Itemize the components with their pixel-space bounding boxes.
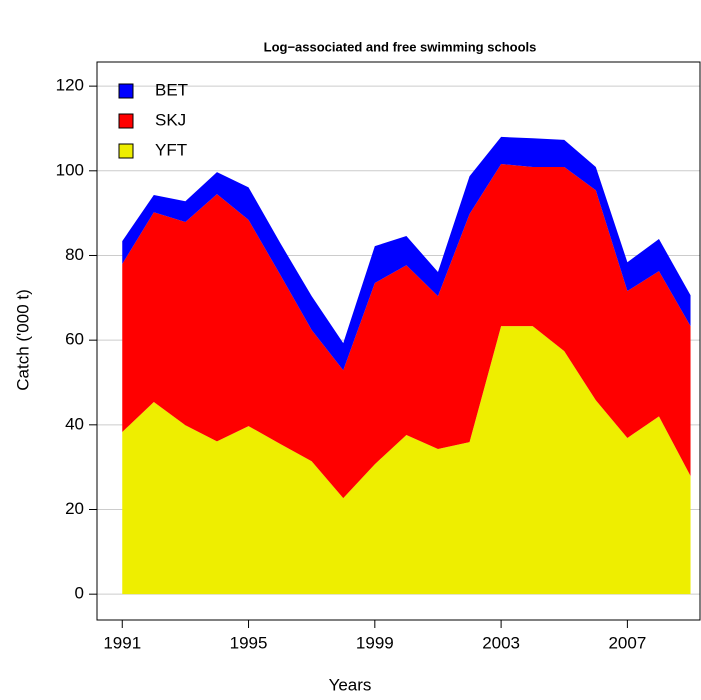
legend-swatch [118, 143, 134, 159]
legend-swatch [118, 113, 134, 129]
y-tick-label: 0 [75, 584, 84, 603]
x-tick-label: 2007 [608, 633, 646, 652]
y-tick-label: 100 [56, 160, 84, 179]
y-tick-label: 20 [65, 499, 84, 518]
x-tick-label: 1991 [103, 633, 141, 652]
legend-label: YFT [155, 140, 187, 159]
y-tick-label: 40 [65, 414, 84, 433]
legend-swatch [118, 83, 134, 99]
y-tick-label: 120 [56, 76, 84, 95]
area [122, 136, 691, 371]
x-tick-label: 2003 [482, 633, 520, 652]
y-tick-label: 80 [65, 245, 84, 264]
x-axis-label: Years [329, 675, 372, 694]
legend-label: SKJ [155, 110, 186, 129]
plot-frame [96, 61, 701, 621]
x-tick-label: 1995 [230, 633, 268, 652]
legend-label: BET [155, 80, 188, 99]
y-tick-label: 60 [65, 330, 84, 349]
area [122, 326, 691, 595]
y-axis-label: Catch ('000 t) [13, 289, 32, 391]
x-tick-label: 1999 [356, 633, 394, 652]
area [122, 164, 691, 499]
chart-title: Log−associated and free swimming schools [264, 39, 537, 54]
